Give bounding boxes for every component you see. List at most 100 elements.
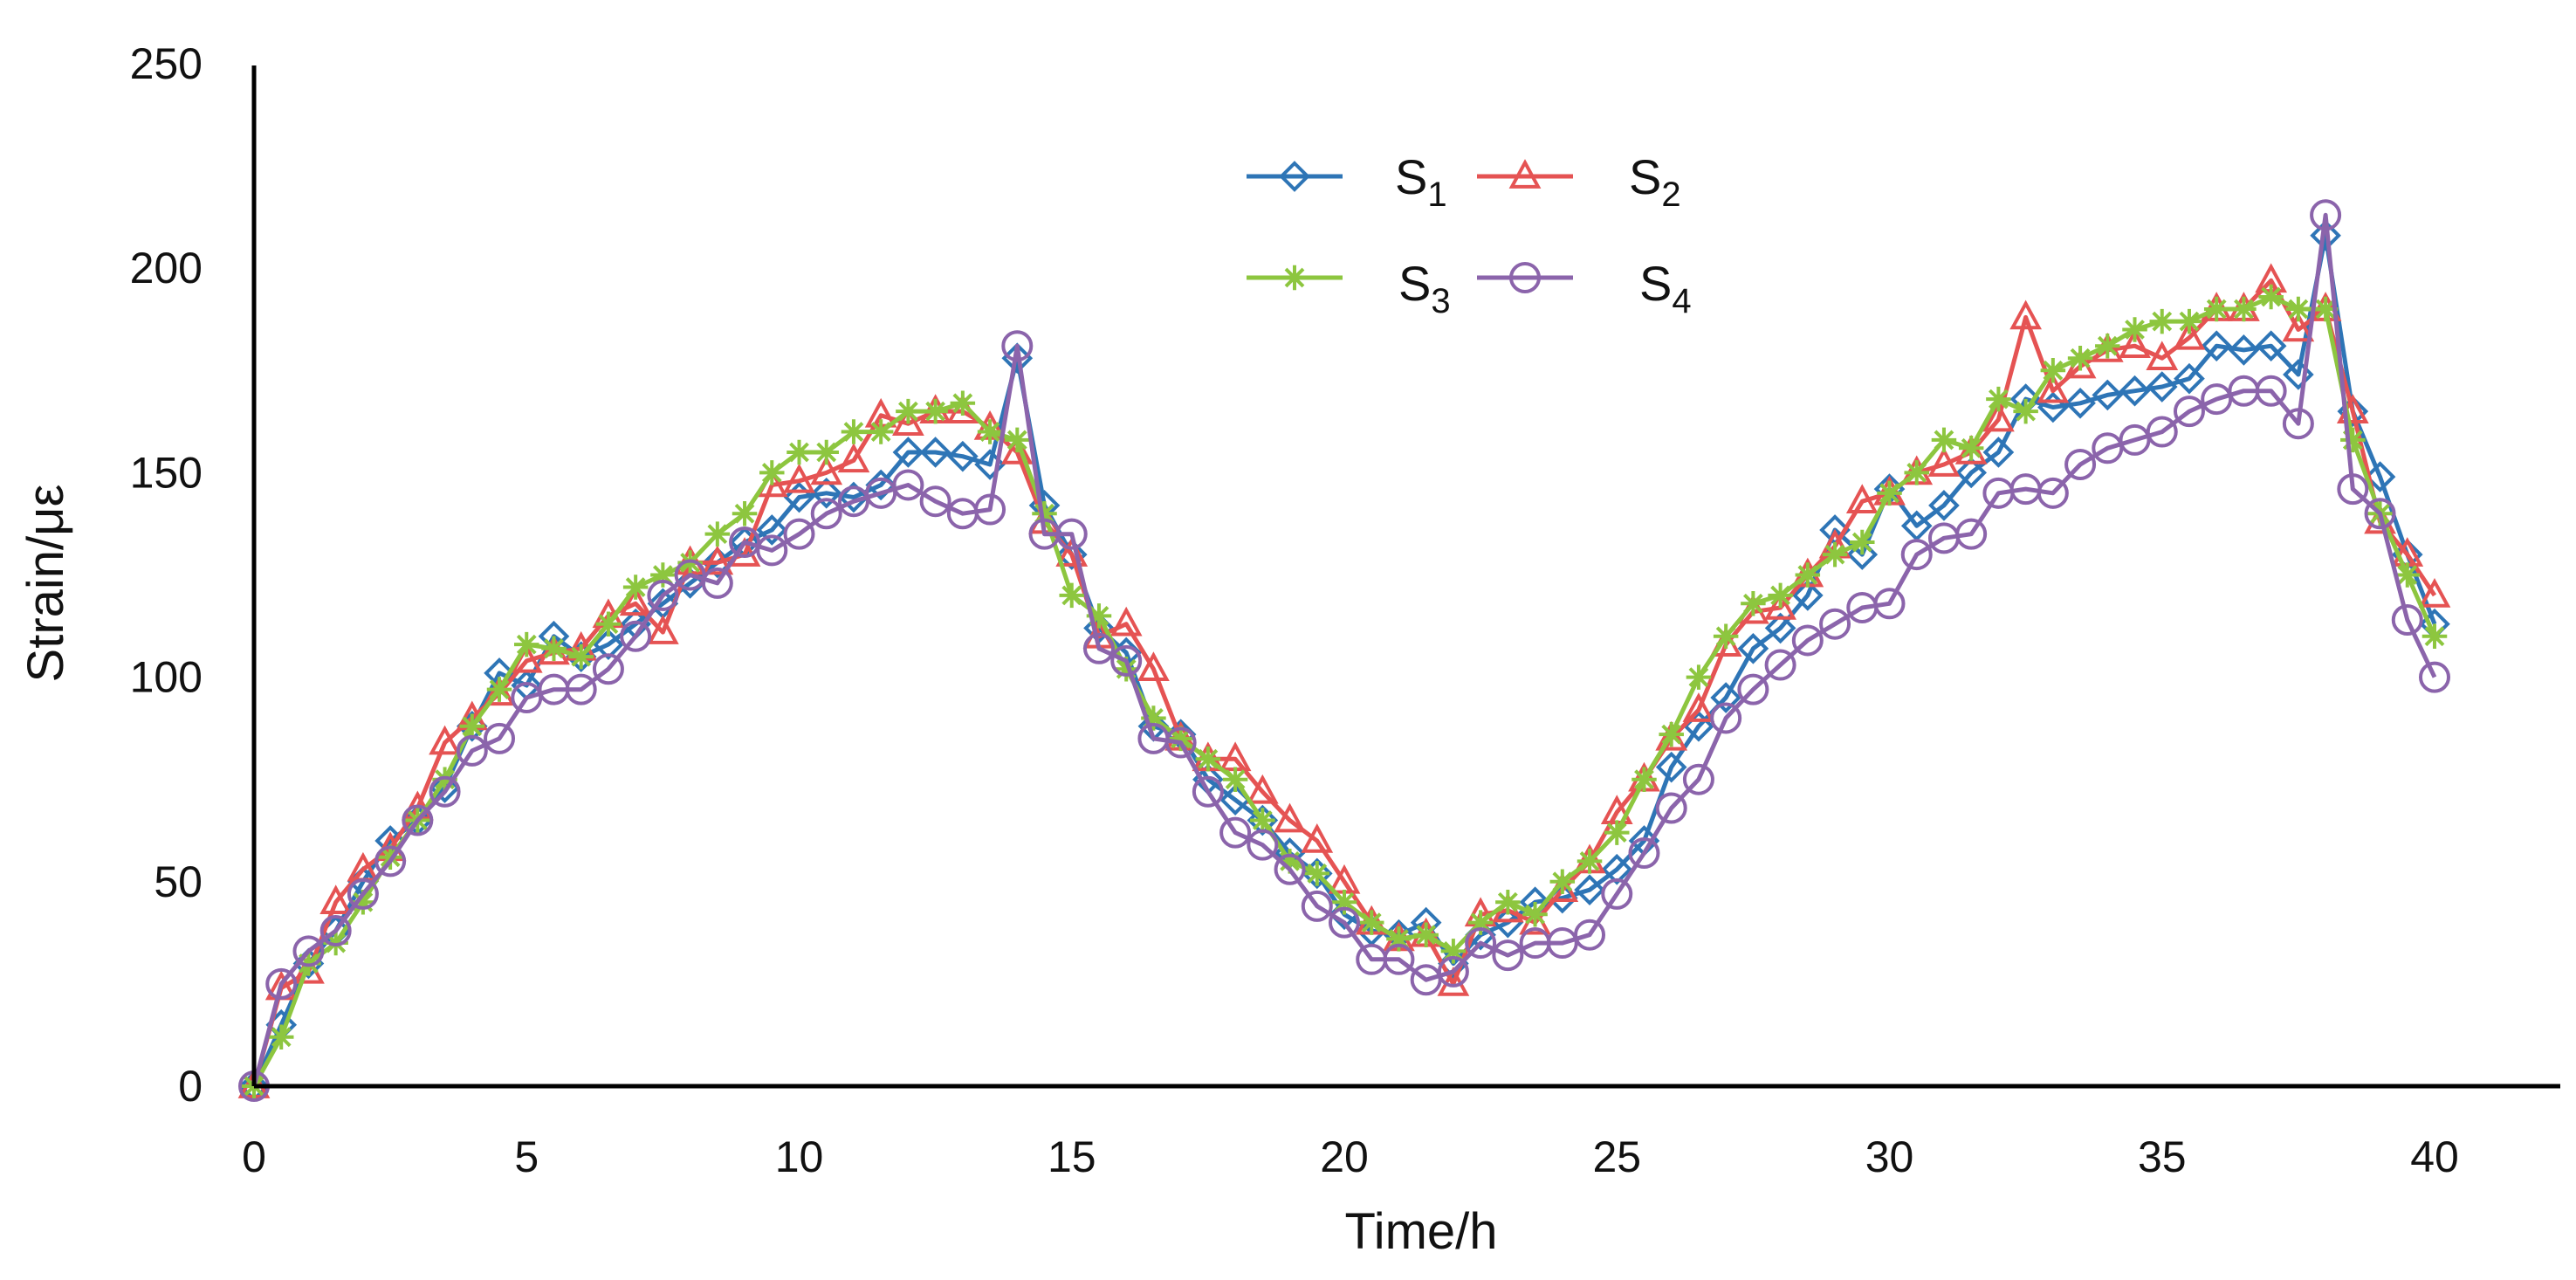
series-s1-point [1955, 457, 1988, 489]
series-s4-point [1628, 837, 1660, 870]
series-s4-point [2173, 396, 2205, 428]
series-layer [237, 199, 2451, 1102]
series-s1-point [1655, 751, 1687, 783]
series-s4-point [647, 579, 679, 611]
series-s3-point [896, 398, 921, 424]
series-s2-point [1274, 802, 1306, 833]
series-s3-point [1495, 889, 1521, 915]
series-s4-point [565, 673, 597, 705]
series-s4-point [456, 734, 488, 767]
series-s3-point [1713, 623, 1739, 650]
series-s1-point [1791, 580, 1824, 611]
legend-item-s2: S2 [1477, 149, 1681, 214]
series-s4-point [919, 485, 951, 518]
series-s4-point [1682, 763, 1714, 795]
series-s3-point [2176, 308, 2202, 334]
series-s3-point [1877, 480, 1902, 506]
series-s2-point [429, 725, 461, 755]
series-s1-point [892, 437, 924, 468]
legend-marker-s2 [1508, 159, 1542, 189]
legend-marker-s1 [1279, 161, 1310, 192]
series-s1-point [1055, 539, 1088, 570]
series-s3-point [377, 844, 403, 870]
legend-item-s4: S4 [1477, 256, 1692, 320]
series-s2-point [1982, 402, 2015, 432]
series-s3-point [1467, 910, 1494, 935]
series-s2-point [1682, 692, 1715, 722]
series-s2-point [2282, 312, 2315, 342]
y-tick-label: 0 [178, 1062, 203, 1111]
series-s3-point [1358, 910, 1384, 935]
series-s1-point [1928, 490, 1960, 521]
series-s3-point [1741, 591, 1766, 616]
series-s2-point [810, 455, 843, 485]
series-s3-point [1168, 726, 1193, 752]
series-s3-point [514, 631, 539, 657]
series-s2-point [2037, 373, 2070, 403]
series-s3-point [814, 439, 839, 465]
series-s4-point [1764, 649, 1796, 681]
series-s1-point [2228, 334, 2260, 366]
series-s2-point [2418, 577, 2451, 608]
y-tick-label: 150 [130, 448, 203, 497]
series-s3-point [1032, 500, 1057, 526]
series-s3-point [1413, 922, 1439, 947]
series-s4-point [892, 469, 924, 501]
legend-item-s3: S3 [1247, 256, 1451, 320]
series-s3-point [2013, 398, 2038, 424]
series-s3-point [1768, 582, 1793, 609]
series-s4-point [1329, 906, 1360, 939]
series-s2-point [783, 463, 815, 493]
series-s3-point [1904, 460, 1929, 485]
series-s1-point [2092, 379, 2124, 411]
series-s3-point [459, 713, 485, 740]
x-tick-label: 20 [1320, 1132, 1369, 1181]
series-s4-point [1791, 624, 1824, 657]
series-s3-point [1386, 926, 1412, 952]
series-s3-point [541, 636, 567, 662]
x-tick-label: 40 [2410, 1132, 2459, 1181]
series-s3-point [1686, 664, 1712, 690]
series-s4-point [592, 653, 624, 685]
legend-label-s4: S4 [1639, 256, 1692, 320]
series-s3-point [841, 419, 867, 444]
series-s1-point [1574, 874, 1605, 905]
series-s4-point [1900, 539, 1933, 571]
series-s2-point [2146, 341, 2179, 371]
series-s4-point [1219, 816, 1252, 849]
series-s1-point [1982, 437, 2015, 468]
series-s1-point [429, 772, 461, 803]
series-s4-point [2419, 661, 2450, 693]
series-s3-point [1141, 705, 1166, 731]
legend-item-s1: S1 [1247, 149, 1447, 214]
series-s4-point [1574, 919, 1606, 951]
series-s1-point [2064, 387, 2096, 419]
series-s3-point [2122, 317, 2147, 342]
series-s4-point [2391, 604, 2423, 637]
series-s3-point [268, 1024, 294, 1050]
x-tick-label: 10 [775, 1132, 824, 1181]
series-s3-point [1113, 656, 1139, 682]
series-s4-point [429, 775, 461, 808]
series-s2-point [892, 406, 924, 437]
series-s4-point [1710, 702, 1742, 734]
series-s3-point [2095, 333, 2120, 359]
series-s3-point [1822, 541, 1848, 568]
series-s4-point [402, 804, 434, 836]
x-tick-label: 30 [1865, 1132, 1914, 1181]
y-tick-label: 50 [154, 857, 203, 906]
series-s3-point [1850, 529, 1875, 555]
series-s3-point [650, 562, 676, 588]
series-s1-point [756, 514, 788, 546]
legend: S1 S2 S3 S4 [1247, 149, 1692, 320]
series-s4-point [1383, 943, 1415, 975]
series-s1-point [593, 629, 624, 660]
series-s2-point [1246, 774, 1279, 804]
series-s3-point [1277, 849, 1302, 874]
series-s2-point [1137, 651, 1170, 682]
series-s3-point [1522, 902, 1548, 927]
series-s1-point [2310, 219, 2341, 251]
series-s3 [241, 284, 2448, 1099]
series-s1-point [838, 481, 869, 513]
series-s4-point [783, 518, 815, 550]
